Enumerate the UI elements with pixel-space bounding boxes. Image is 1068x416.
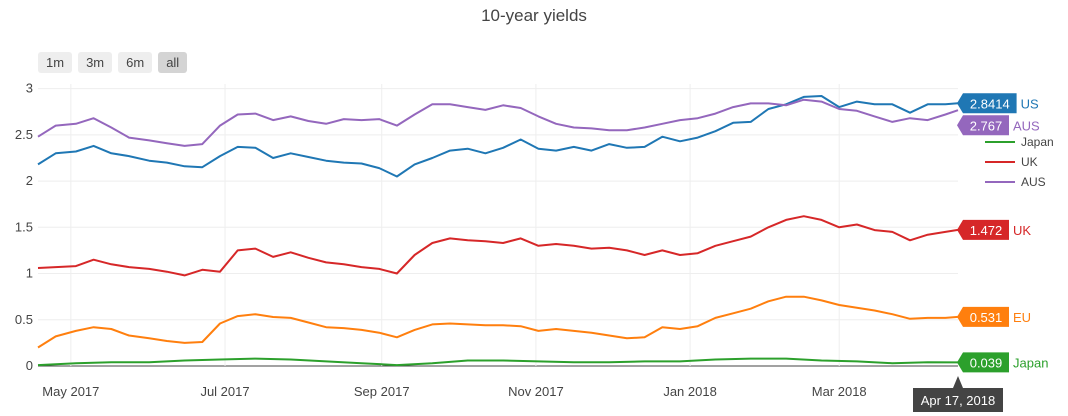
x-tick-label: Jul 2017 — [200, 384, 249, 399]
y-tick-label: 2.5 — [15, 127, 33, 142]
y-tick-label: 2 — [26, 173, 33, 188]
x-tick-label: Nov 2017 — [508, 384, 564, 399]
end-label-name: US — [1021, 96, 1039, 111]
range-button-all[interactable]: all — [158, 52, 188, 73]
legend: Japan UK AUS — [985, 135, 1054, 189]
y-tick-label: 0 — [26, 358, 33, 373]
y-tick-label: 1.5 — [15, 219, 33, 234]
end-label-name: EU — [1013, 310, 1031, 325]
end-label-eu: 0.531 EU — [957, 306, 1031, 327]
range-button-6m[interactable]: 6m — [118, 52, 153, 73]
end-label-uk: 1.472 UK — [957, 219, 1031, 240]
end-value-labels: 2.8414 US 2.767 AUS 1.472 UK 0.531 EU 0.039 Japan — [957, 93, 1048, 373]
legend-label: Japan — [1021, 135, 1054, 149]
x-axis: May 2017 Jul 2017 Sep 2017 Nov 2017 Jan 2018… — [42, 384, 866, 399]
legend-label: UK — [1021, 155, 1038, 169]
legend-label: AUS — [1021, 175, 1046, 189]
end-label-name: UK — [1013, 223, 1031, 238]
x-tick-label: May 2017 — [42, 384, 99, 399]
end-label-name: Japan — [1013, 355, 1048, 370]
y-tick-label: 0.5 — [15, 312, 33, 327]
end-label-us: 2.8414 US — [957, 93, 1039, 114]
y-axis: 0 0.5 1 1.5 2 2.5 3 — [15, 81, 33, 373]
end-label-box — [957, 219, 1009, 240]
end-label-value: 0.039 — [970, 355, 1003, 370]
chart-title: 10-year yields — [481, 6, 587, 25]
range-button-3m[interactable]: 3m — [78, 52, 113, 73]
end-label-aus: 2.767 AUS — [957, 115, 1040, 136]
series-line-us — [37, 95, 959, 178]
end-label-box — [957, 115, 1009, 136]
y-tick-label: 1 — [26, 266, 33, 281]
series-line-japan — [37, 357, 959, 367]
series-line-eu — [37, 295, 959, 349]
range-selector: 1m 3m 6m all — [38, 52, 188, 73]
series-line-aus — [37, 98, 959, 147]
legend-item-uk: UK — [985, 155, 1038, 169]
hover-date-box — [913, 376, 1003, 412]
end-label-value: 1.472 — [970, 223, 1003, 238]
end-label-japan: 0.039 Japan — [957, 352, 1048, 373]
grid-lines — [38, 84, 958, 367]
series-line-uk — [37, 215, 959, 277]
series-lines — [37, 95, 959, 367]
x-tick-label: Mar 2018 — [812, 384, 867, 399]
hover-date-text: Apr 17, 2018 — [921, 393, 995, 408]
x-tick-label: Jan 2018 — [663, 384, 717, 399]
end-label-box — [957, 352, 1009, 373]
legend-item-japan: Japan — [985, 135, 1054, 149]
y-tick-label: 3 — [26, 81, 33, 96]
legend-item-aus: AUS — [985, 175, 1046, 189]
end-label-box — [957, 306, 1009, 327]
end-label-value: 2.8414 — [970, 96, 1010, 111]
hover-date-label: Apr 17, 2018 — [913, 376, 1003, 412]
end-label-box — [957, 93, 1017, 114]
end-label-value: 2.767 — [970, 118, 1003, 133]
end-label-value: 0.531 — [970, 310, 1003, 325]
end-label-name: AUS — [1013, 118, 1040, 133]
range-button-1m[interactable]: 1m — [38, 52, 73, 73]
x-tick-label: Sep 2017 — [354, 384, 410, 399]
